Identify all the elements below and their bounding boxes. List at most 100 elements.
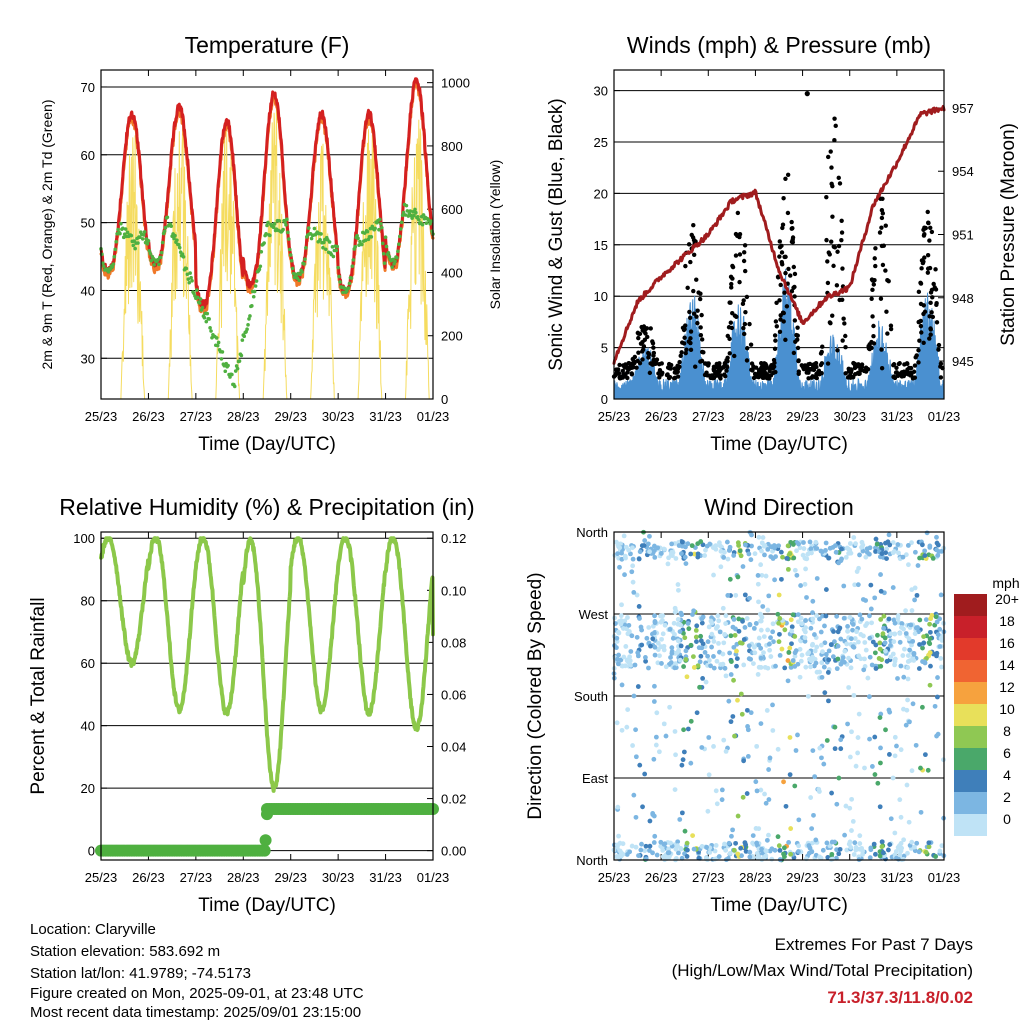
dewpoint-point <box>253 284 258 288</box>
gust-point <box>639 324 644 330</box>
gust-point <box>743 309 748 315</box>
direction-point <box>938 592 944 598</box>
gust-point <box>772 360 777 366</box>
direction-point <box>688 718 694 724</box>
y2-tick-label: 957 <box>952 101 974 116</box>
direction-point <box>733 840 739 846</box>
gust-point <box>829 181 834 187</box>
gust-point <box>912 363 918 368</box>
colorbar-label: 16 <box>999 635 1015 651</box>
colorbar-label: 18 <box>999 613 1015 629</box>
x-tick-label: 29/23 <box>786 409 819 424</box>
direction-point <box>843 554 849 560</box>
gust-point <box>780 262 785 267</box>
gust-point <box>814 364 819 370</box>
direction-point <box>928 663 933 669</box>
colorbar-label: 20+ <box>995 591 1019 607</box>
direction-point <box>890 775 896 781</box>
colorbar-label: 0 <box>1003 811 1011 827</box>
gust-point <box>925 270 931 275</box>
gust-point <box>783 176 788 182</box>
direction-point <box>683 657 689 662</box>
direction-point <box>808 546 814 552</box>
direction-point <box>615 854 621 860</box>
direction-point <box>849 796 855 802</box>
gust-point <box>737 252 743 257</box>
gust-point <box>789 226 794 231</box>
gust-point <box>792 294 797 299</box>
gust-point <box>697 296 703 302</box>
colorbar-title: mph <box>992 575 1019 591</box>
direction-point <box>703 679 709 685</box>
gust-point <box>791 264 797 270</box>
gust-point <box>650 362 655 367</box>
direction-point <box>755 672 761 677</box>
dewpoint-point <box>265 223 269 228</box>
direction-point <box>769 856 775 862</box>
direction-point <box>663 664 669 670</box>
x-tick-label: 01/23 <box>928 870 961 885</box>
direction-point <box>928 616 934 622</box>
direction-point <box>671 620 677 626</box>
dewpoint-point <box>145 241 150 246</box>
direction-point <box>751 661 756 667</box>
direction-point <box>803 566 808 572</box>
direction-point <box>692 551 697 557</box>
direction-point <box>706 735 712 740</box>
gust-point <box>744 294 750 300</box>
direction-point <box>902 646 907 652</box>
y2-tick-label: 1000 <box>441 76 470 91</box>
direction-point <box>625 707 631 713</box>
gust-point <box>830 313 835 318</box>
direction-point <box>935 675 940 680</box>
direction-point <box>906 636 912 642</box>
direction-point <box>853 847 859 853</box>
direction-point <box>642 771 648 777</box>
direction-point <box>623 644 629 649</box>
direction-point <box>727 850 733 856</box>
gust-point <box>682 335 687 340</box>
direction-point <box>618 613 624 619</box>
gust-point <box>839 230 845 235</box>
gust-point <box>716 371 721 377</box>
direction-point <box>700 675 706 681</box>
gust-point <box>749 361 755 366</box>
dewpoint-point <box>262 241 266 245</box>
direction-point <box>747 854 753 860</box>
dewpoint-point <box>165 215 170 220</box>
direction-point <box>783 803 789 809</box>
direction-point <box>802 638 808 644</box>
gust-point <box>870 314 875 319</box>
direction-point <box>735 697 740 703</box>
direction-point <box>795 732 800 738</box>
direction-point <box>706 658 712 663</box>
x-tick-label: 30/23 <box>833 409 866 424</box>
direction-point <box>685 541 691 547</box>
direction-point <box>858 632 864 637</box>
gust-point <box>773 338 778 343</box>
gust-point <box>732 353 737 359</box>
direction-point <box>808 664 813 670</box>
gust-point <box>688 329 694 334</box>
dewpoint-point <box>312 226 317 231</box>
direction-point <box>638 624 644 630</box>
direction-point <box>629 633 635 639</box>
dewpoint-point <box>321 245 325 250</box>
direction-point <box>772 577 777 583</box>
colorbar-swatch <box>954 616 987 638</box>
direction-point <box>662 546 667 552</box>
dewpoint-point <box>403 213 408 217</box>
direction-point <box>655 640 661 646</box>
y-tick-label: 100 <box>73 531 95 546</box>
dewpoint-point <box>215 343 220 348</box>
direction-point <box>632 662 638 668</box>
gust-point <box>683 350 688 356</box>
direction-point <box>744 791 750 796</box>
colorbar-swatch <box>954 638 987 660</box>
direction-point <box>656 749 662 755</box>
direction-point <box>877 715 883 721</box>
direction-point <box>731 677 736 683</box>
direction-point <box>855 750 861 756</box>
y-axis-label: Sonic Wind & Gust (Blue, Black) <box>546 98 567 370</box>
direction-point <box>681 727 686 733</box>
